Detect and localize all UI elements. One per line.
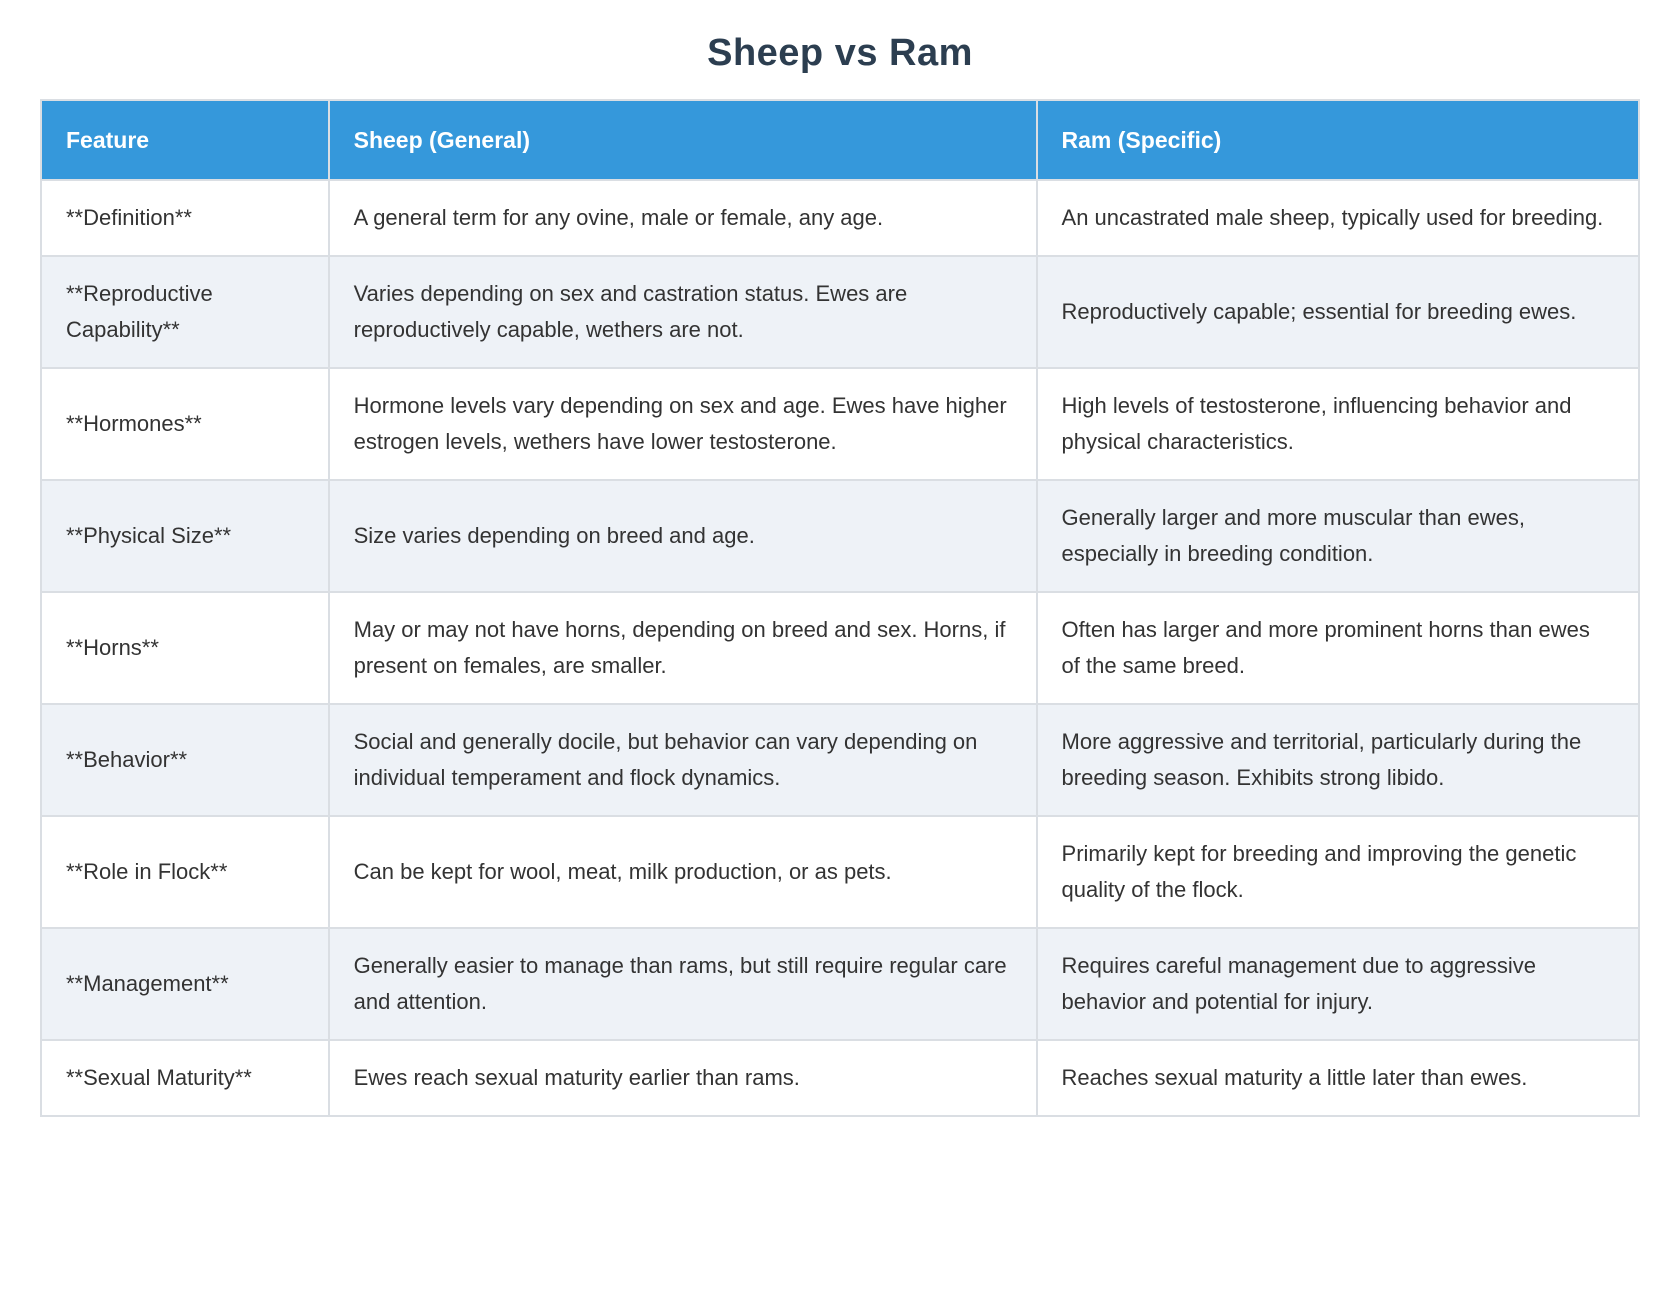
table-row: **Definition** A general term for any ovi…	[40, 179, 1641, 257]
sheep-general-cell: Can be kept for wool, meat, milk product…	[327, 815, 1038, 929]
sheep-general-cell: May or may not have horns, depending on …	[327, 591, 1038, 705]
sheep-general-cell: Social and generally docile, but behavio…	[327, 703, 1038, 817]
sheep-general-cell: Hormone levels vary depending on sex and…	[327, 367, 1038, 481]
sheep-general-cell: A general term for any ovine, male or fe…	[327, 179, 1038, 257]
ram-specific-cell: Requires careful management due to aggre…	[1035, 927, 1641, 1041]
table-row: **Horns** May or may not have horns, depe…	[40, 591, 1641, 705]
feature-cell: **Reproductive Capability**	[40, 255, 330, 369]
ram-specific-cell: Often has larger and more prominent horn…	[1035, 591, 1641, 705]
table-row: **Management** Generally easier to manage…	[40, 927, 1641, 1041]
ram-specific-cell: Primarily kept for breeding and improvin…	[1035, 815, 1641, 929]
feature-cell: **Sexual Maturity**	[40, 1039, 330, 1117]
table-row: **Physical Size** Size varies depending o…	[40, 479, 1641, 593]
ram-specific-cell: Generally larger and more muscular than …	[1035, 479, 1641, 593]
feature-cell: **Physical Size**	[40, 479, 330, 593]
table-row: **Reproductive Capability** Varies depend…	[40, 255, 1641, 369]
page-title: Sheep vs Ram	[707, 32, 973, 74]
sheep-general-cell: Generally easier to manage than rams, bu…	[327, 927, 1038, 1041]
feature-cell: **Management**	[40, 927, 330, 1041]
table-row: **Hormones** Hormone levels vary dependin…	[40, 367, 1641, 481]
sheep-general-cell: Varies depending on sex and castration s…	[327, 255, 1038, 369]
ram-specific-cell: Reproductively capable; essential for br…	[1035, 255, 1641, 369]
table-row: **Behavior** Social and generally docile,…	[40, 703, 1641, 817]
ram-specific-cell: High levels of testosterone, influencing…	[1035, 367, 1641, 481]
header-sheep-general: Sheep (General)	[327, 99, 1038, 181]
feature-cell: **Horns**	[40, 591, 330, 705]
feature-cell: **Hormones**	[40, 367, 330, 481]
header-ram-specific: Ram (Specific)	[1035, 99, 1641, 181]
feature-cell: **Definition**	[40, 179, 330, 257]
table-row: **Sexual Maturity** Ewes reach sexual mat…	[40, 1039, 1641, 1117]
table-row: **Role in Flock** Can be kept for wool, m…	[40, 815, 1641, 929]
ram-specific-cell: An uncastrated male sheep, typically use…	[1035, 179, 1641, 257]
table-body: **Definition** A general term for any ovi…	[40, 179, 1641, 1117]
feature-cell: **Behavior**	[40, 703, 330, 817]
ram-specific-cell: Reaches sexual maturity a little later t…	[1035, 1039, 1641, 1117]
sheep-general-cell: Size varies depending on breed and age.	[327, 479, 1038, 593]
header-feature: Feature	[40, 99, 330, 181]
table-header: Feature Sheep (General) Ram (Specific)	[40, 99, 1641, 181]
sheep-general-cell: Ewes reach sexual maturity earlier than …	[327, 1039, 1038, 1117]
feature-cell: **Role in Flock**	[40, 815, 330, 929]
comparison-table: Feature Sheep (General) Ram (Specific) *…	[40, 99, 1641, 1117]
header-row: Feature Sheep (General) Ram (Specific)	[40, 99, 1641, 181]
ram-specific-cell: More aggressive and territorial, particu…	[1035, 703, 1641, 817]
